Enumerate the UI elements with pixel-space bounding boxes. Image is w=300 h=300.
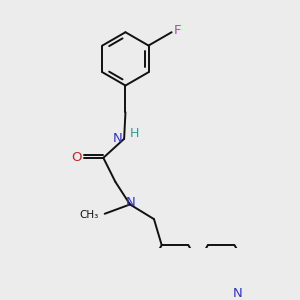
Text: O: O	[71, 151, 82, 164]
Text: H: H	[129, 128, 139, 140]
Text: N: N	[113, 132, 123, 145]
Text: CH₃: CH₃	[79, 210, 98, 220]
Text: F: F	[174, 24, 182, 37]
Text: N: N	[232, 287, 242, 300]
Text: N: N	[126, 196, 136, 209]
